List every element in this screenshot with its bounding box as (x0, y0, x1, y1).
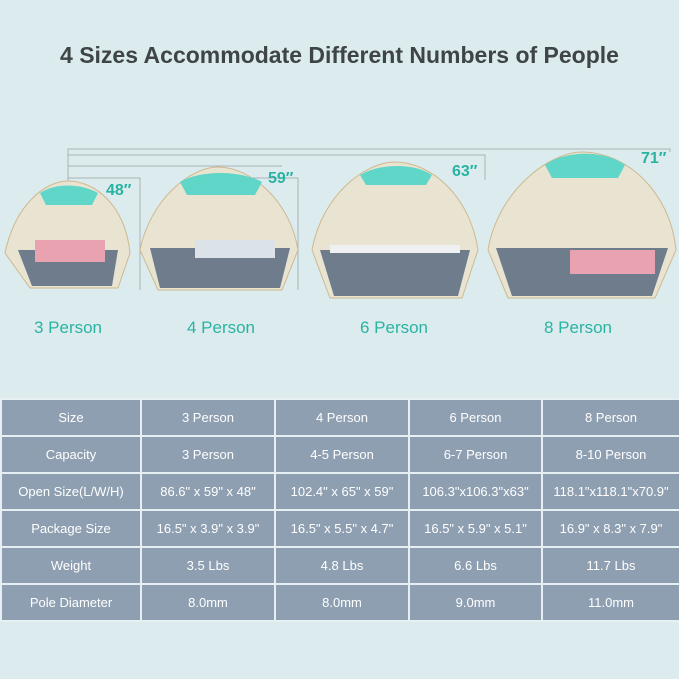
table-row: Package Size 16.5" x 3.9" x 3.9" 16.5" x 5… (0, 509, 679, 548)
tent-label-8-person: 8 Person (543, 318, 613, 337)
table-cell: 6 Person (408, 398, 543, 437)
row-header-cell: Pole Diameter (0, 583, 142, 622)
tent-label-4-person: 4 Person (186, 318, 256, 337)
row-header-cell: Size (0, 398, 142, 437)
table-cell: 16.5" x 3.9" x 3.9" (140, 509, 276, 548)
tent-6-person (311, 161, 479, 299)
tent-label-6-person: 6 Person (359, 318, 429, 337)
table-cell: 4-5 Person (274, 435, 410, 474)
specs-table: Size 3 Person 4 Person 6 Person 8 Person Capa… (0, 398, 679, 622)
table-cell: 3.5 Lbs (140, 546, 276, 585)
table-cell: 8.0mm (274, 583, 410, 622)
table-row: Capacity 3 Person 4-5 Person 6-7 Person 8-10… (0, 435, 679, 474)
tent-height-4-person: 59″ (268, 170, 294, 187)
table-cell: 11.7 Lbs (541, 546, 679, 585)
page-title: 4 Sizes Accommodate Different Numbers of… (60, 42, 619, 68)
tent-height-8-person: 71″ (641, 150, 667, 167)
table-cell: 16.5" x 5.9" x 5.1" (408, 509, 543, 548)
table-cell: 9.0mm (408, 583, 543, 622)
table-cell: 8-10 Person (541, 435, 679, 474)
table-cell: 16.5" x 5.5" x 4.7" (274, 509, 410, 548)
table-cell: 118.1"x118.1"x70.9" (541, 472, 679, 511)
tent-8-person (487, 151, 677, 299)
table-cell: 6-7 Person (408, 435, 543, 474)
tent-height-3-person: 48″ (106, 182, 132, 199)
tent-size-illustration (4, 148, 677, 299)
table-cell: 102.4" x 65" x 59" (274, 472, 410, 511)
table-row: Size 3 Person 4 Person 6 Person 8 Person (0, 398, 679, 437)
table-row: Open Size(L/W/H) 86.6" x 59" x 48" 102.4" … (0, 472, 679, 511)
table-cell: 4.8 Lbs (274, 546, 410, 585)
table-cell: 3 Person (140, 435, 276, 474)
table-cell: 3 Person (140, 398, 276, 437)
row-header-cell: Package Size (0, 509, 142, 548)
row-header-cell: Open Size(L/W/H) (0, 472, 142, 511)
height-guide-lines (67, 148, 671, 290)
table-cell: 11.0mm (541, 583, 679, 622)
row-header-cell: Weight (0, 546, 142, 585)
tent-label-3-person: 3 Person (33, 318, 103, 337)
table-cell: 8.0mm (140, 583, 276, 622)
table-row: Weight 3.5 Lbs 4.8 Lbs 6.6 Lbs 11.7 Lbs (0, 546, 679, 585)
table-cell: 6.6 Lbs (408, 546, 543, 585)
table-cell: 106.3"x106.3"x63" (408, 472, 543, 511)
table-row: Pole Diameter 8.0mm 8.0mm 9.0mm 11.0mm (0, 583, 679, 622)
tent-3-person (4, 180, 131, 289)
tent-height-6-person: 63″ (452, 163, 478, 180)
table-cell: 8 Person (541, 398, 679, 437)
row-header-cell: Capacity (0, 435, 142, 474)
table-cell: 86.6" x 59" x 48" (140, 472, 276, 511)
table-cell: 4 Person (274, 398, 410, 437)
tent-4-person (139, 166, 299, 291)
table-cell: 16.9" x 8.3" x 7.9" (541, 509, 679, 548)
